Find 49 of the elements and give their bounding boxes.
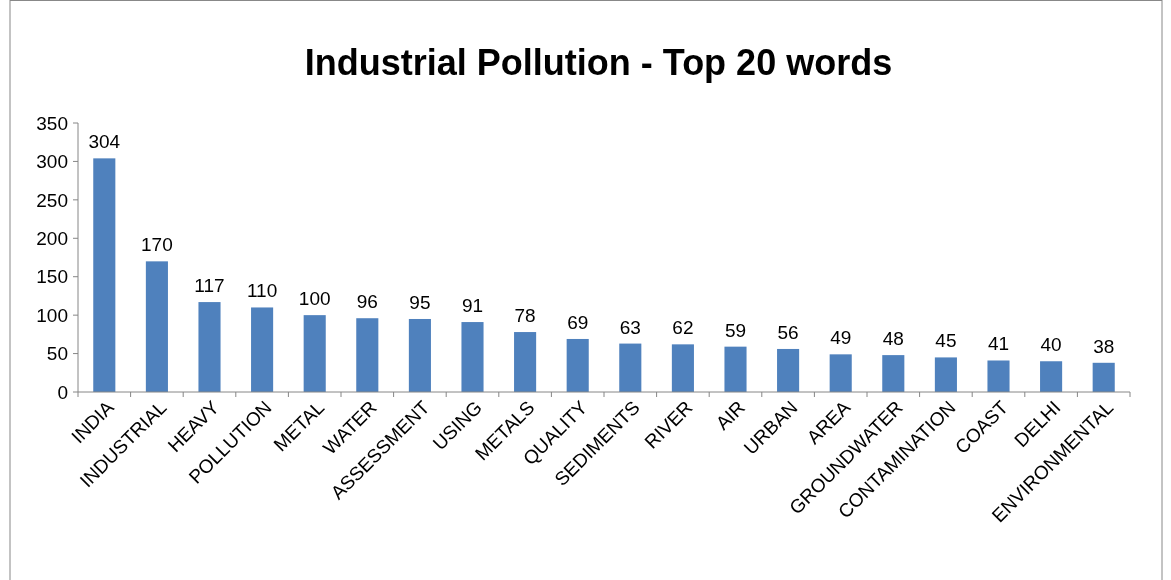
y-tick-label: 150 [36, 266, 68, 288]
bar [987, 360, 1010, 392]
bar [619, 343, 642, 392]
data-label: 110 [246, 280, 278, 302]
bar [514, 332, 537, 392]
data-label: 96 [356, 291, 378, 313]
data-label: 100 [298, 288, 331, 310]
data-label: 41 [987, 333, 1010, 355]
bar [198, 302, 221, 392]
bar [566, 338, 589, 392]
data-label: 62 [672, 317, 694, 339]
data-label: 170 [141, 234, 173, 256]
y-tick-label: 250 [36, 189, 68, 211]
bar [934, 357, 957, 392]
bar [777, 348, 800, 392]
data-label: 45 [935, 330, 957, 352]
data-label: 69 [567, 311, 589, 333]
y-tick-label: 100 [36, 304, 68, 326]
bar [829, 354, 852, 392]
bar [251, 307, 274, 392]
bar [1092, 362, 1115, 392]
data-label: 91 [461, 295, 484, 317]
data-label: 59 [724, 319, 747, 341]
bar [93, 158, 116, 392]
data-label: 49 [830, 327, 852, 349]
data-label: 38 [1093, 335, 1115, 357]
y-tick-label: 200 [36, 227, 68, 249]
chart-title: Industrial Pollution - Top 20 words [304, 42, 893, 83]
data-label: 48 [882, 328, 904, 350]
data-label: 117 [194, 275, 225, 297]
y-tick-label: 350 [36, 112, 68, 134]
data-label: 40 [1040, 334, 1062, 356]
bar [408, 318, 431, 392]
bar [356, 318, 379, 392]
bar [671, 344, 694, 392]
bar [882, 355, 905, 392]
data-label: 304 [88, 131, 121, 153]
bar [724, 346, 747, 392]
data-label: 63 [619, 316, 641, 338]
bar [1040, 361, 1063, 392]
y-tick-label: 300 [36, 151, 68, 173]
y-tick-label: 50 [46, 343, 68, 365]
y-tick-label: 0 [57, 381, 68, 403]
bar [461, 322, 484, 392]
data-label: 78 [514, 305, 536, 327]
data-label: 56 [777, 321, 799, 343]
bar [303, 315, 326, 392]
data-label: 95 [409, 291, 431, 313]
bar [145, 261, 168, 392]
